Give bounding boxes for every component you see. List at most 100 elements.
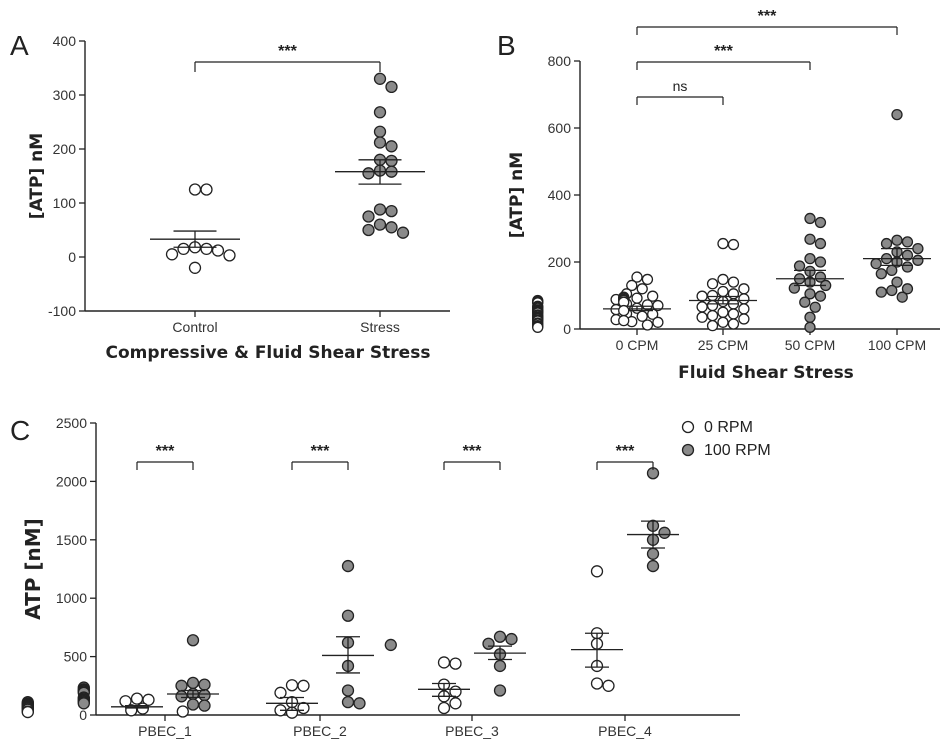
- x-axis-label: Fluid Shear Stress: [678, 363, 854, 383]
- data-point: [186, 698, 200, 711]
- data-point: [449, 685, 462, 698]
- data-point: [532, 321, 544, 333]
- data-point: [198, 678, 211, 691]
- data-point: [449, 697, 462, 710]
- data-point: [814, 290, 827, 302]
- data-point: [717, 285, 729, 298]
- y-tick-label: 1500: [56, 532, 87, 548]
- data-point: [788, 282, 800, 294]
- data-point: [870, 258, 882, 270]
- data-point: [590, 677, 604, 690]
- data-point: [901, 249, 914, 261]
- data-point: [285, 679, 299, 692]
- data-point: [618, 304, 630, 317]
- data-point: [341, 609, 355, 622]
- data-point: [717, 306, 729, 318]
- data-point: [814, 237, 827, 250]
- data-point: [896, 291, 908, 303]
- data-point: [727, 288, 740, 300]
- data-point: [373, 125, 387, 138]
- significance-label: ***: [278, 43, 297, 60]
- chart-panel-a: A -100 0 100 200 300 400 [ATP] nM Control Stress C…: [10, 30, 450, 363]
- data-point: [362, 210, 375, 223]
- y-tick-label: 600: [548, 120, 572, 136]
- data-point: [804, 321, 816, 333]
- data-point: [373, 72, 387, 85]
- data-point: [186, 634, 200, 647]
- data-point: [482, 637, 495, 650]
- data-point: [636, 310, 648, 322]
- data-point: [602, 679, 615, 692]
- data-point: [706, 319, 719, 332]
- data-point: [198, 699, 211, 712]
- significance-label: ***: [714, 43, 733, 60]
- data-point: [814, 271, 827, 283]
- data-point: [626, 279, 638, 292]
- data-point: [646, 559, 660, 573]
- data-point: [437, 701, 451, 715]
- data-point: [176, 705, 189, 718]
- data-point: [814, 216, 827, 229]
- data-point: [77, 697, 90, 710]
- data-point: [727, 318, 740, 330]
- data-point: [717, 316, 729, 328]
- data-point: [804, 311, 816, 323]
- y-tick-label: 0: [79, 707, 87, 723]
- data-point: [223, 249, 236, 262]
- data-point: [385, 204, 398, 218]
- data-point: [727, 238, 740, 251]
- data-point: [875, 286, 887, 298]
- y-tick-label: 2500: [56, 415, 87, 431]
- data-point: [875, 268, 887, 280]
- x-tick-label: PBEC_3: [445, 723, 499, 739]
- data-point: [493, 630, 507, 643]
- significance-bracket: ***: [443, 443, 501, 470]
- panel-label: A: [10, 30, 29, 61]
- data-point: [901, 261, 914, 273]
- y-tick-label: 1000: [56, 590, 87, 606]
- data-point: [385, 140, 398, 153]
- x-tick-label: 50 CPM: [785, 337, 836, 353]
- data-point: [341, 684, 355, 697]
- data-point: [437, 656, 451, 669]
- data-point: [177, 242, 190, 256]
- data-point: [804, 212, 816, 225]
- y-tick-label: 400: [548, 187, 572, 203]
- data-point: [618, 314, 630, 327]
- x-tick-label: PBEC_1: [138, 723, 192, 739]
- data-point: [658, 526, 671, 539]
- significance-bracket: ***: [136, 443, 194, 470]
- chart-panel-c: C 0 500 1000 1500 2000 2500 ATP [nM] PBEC_1 PBEC_…: [10, 415, 771, 739]
- data-point: [799, 296, 811, 308]
- data-point: [373, 203, 387, 216]
- data-point: [631, 292, 643, 304]
- data-point: [385, 221, 398, 234]
- y-tick-label: 2000: [56, 473, 87, 489]
- data-point: [384, 638, 397, 652]
- legend-label: 0 RPM: [704, 419, 753, 436]
- x-axis-label: Compressive & Fluid Shear Stress: [106, 343, 431, 363]
- data-point: [804, 233, 816, 245]
- data-point: [891, 276, 903, 288]
- data-point: [717, 237, 729, 250]
- y-tick-label: 400: [53, 33, 77, 49]
- data-point: [880, 237, 893, 250]
- data-point: [652, 316, 664, 328]
- data-point: [188, 183, 202, 196]
- data-point: [200, 242, 213, 256]
- data-point: [804, 288, 816, 300]
- data-point: [449, 657, 462, 670]
- data-point: [912, 242, 924, 255]
- y-tick-label: 800: [548, 53, 572, 69]
- data-point: [717, 273, 729, 286]
- data-point: [696, 290, 708, 302]
- data-point: [362, 167, 375, 180]
- data-point: [738, 283, 750, 295]
- data-point: [646, 547, 660, 560]
- data-point: [396, 226, 410, 239]
- data-point: [696, 311, 708, 323]
- data-point: [809, 301, 821, 313]
- significance-bracket: ***: [291, 443, 349, 470]
- data-point: [198, 688, 211, 702]
- data-point: [891, 108, 903, 121]
